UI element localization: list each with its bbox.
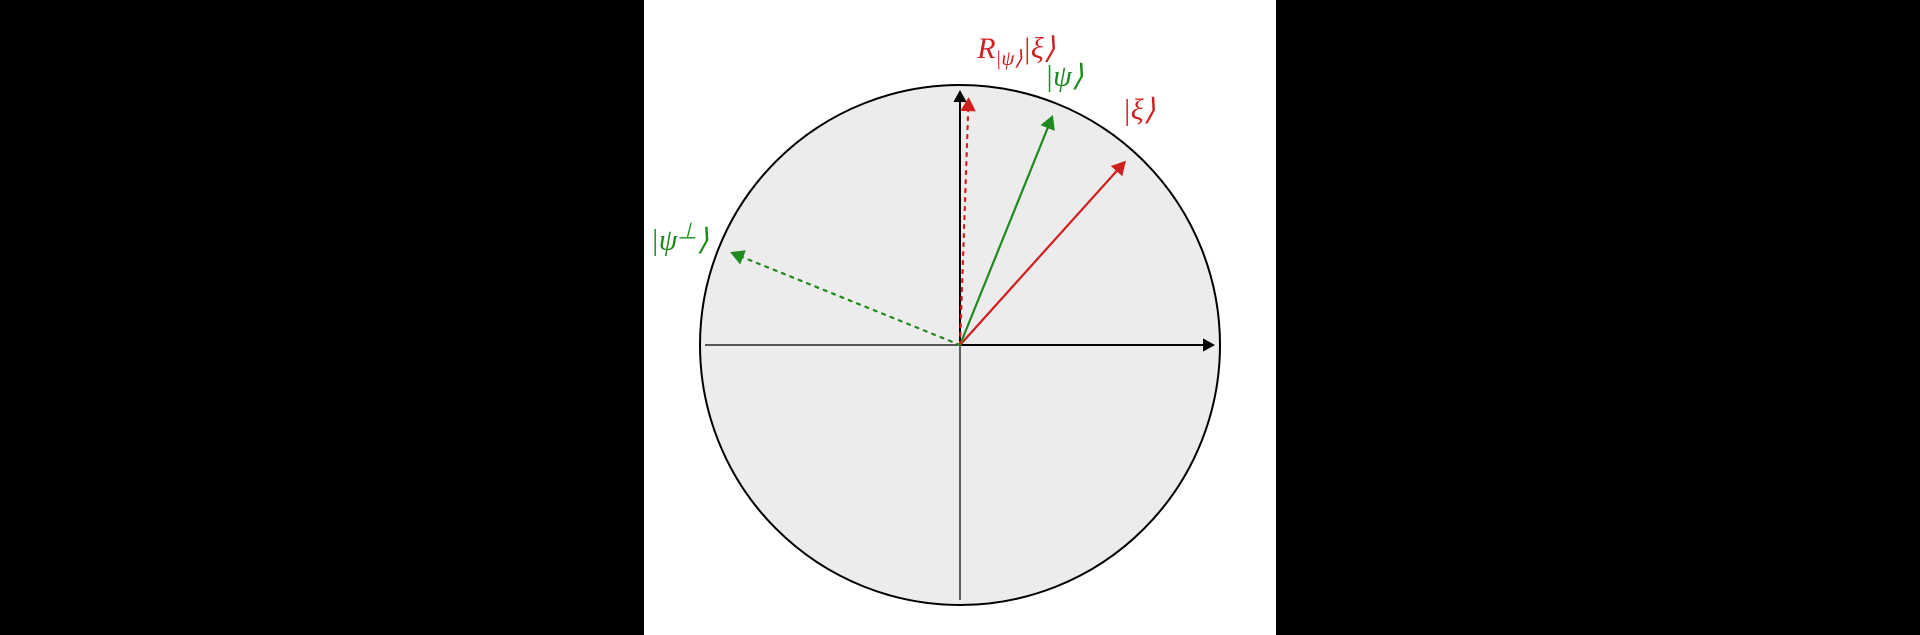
label-xi: |ξ⟩ bbox=[1122, 93, 1155, 128]
label-Rxi: R|ψ⟩|ξ⟩ bbox=[977, 31, 1055, 71]
label-psiperp: |ψ⊥⟩ bbox=[650, 219, 708, 258]
diagram-svg bbox=[0, 0, 1920, 635]
